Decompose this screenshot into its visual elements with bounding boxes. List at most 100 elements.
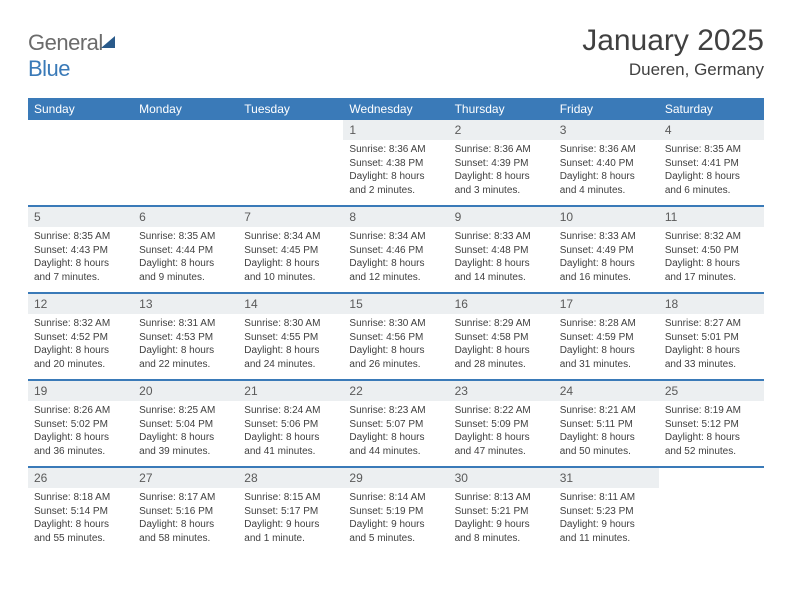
day-number: 3	[554, 120, 659, 140]
day-cell: 6Sunrise: 8:35 AMSunset: 4:44 PMDaylight…	[133, 206, 238, 293]
daylight-line1: Daylight: 8 hours	[560, 431, 653, 445]
sunset-text: Sunset: 4:40 PM	[560, 157, 653, 171]
sunrise-text: Sunrise: 8:32 AM	[34, 317, 127, 331]
daylight-line1: Daylight: 8 hours	[34, 431, 127, 445]
day-data: Sunrise: 8:35 AMSunset: 4:41 PMDaylight:…	[659, 140, 764, 205]
sunset-text: Sunset: 5:04 PM	[139, 418, 232, 432]
day-cell: 27Sunrise: 8:17 AMSunset: 5:16 PMDayligh…	[133, 467, 238, 553]
daylight-line2: and 11 minutes.	[560, 532, 653, 546]
day-data: Sunrise: 8:34 AMSunset: 4:45 PMDaylight:…	[238, 227, 343, 292]
day-data: Sunrise: 8:17 AMSunset: 5:16 PMDaylight:…	[133, 488, 238, 553]
day-number: 23	[449, 381, 554, 401]
day-cell: 8Sunrise: 8:34 AMSunset: 4:46 PMDaylight…	[343, 206, 448, 293]
daylight-line2: and 17 minutes.	[665, 271, 758, 285]
sunset-text: Sunset: 4:55 PM	[244, 331, 337, 345]
day-cell: 13Sunrise: 8:31 AMSunset: 4:53 PMDayligh…	[133, 293, 238, 380]
daylight-line1: Daylight: 9 hours	[455, 518, 548, 532]
col-tuesday: Tuesday	[238, 98, 343, 120]
daylight-line2: and 9 minutes.	[139, 271, 232, 285]
day-cell: 12Sunrise: 8:32 AMSunset: 4:52 PMDayligh…	[28, 293, 133, 380]
day-cell: 3Sunrise: 8:36 AMSunset: 4:40 PMDaylight…	[554, 120, 659, 206]
day-number: 22	[343, 381, 448, 401]
day-data: Sunrise: 8:34 AMSunset: 4:46 PMDaylight:…	[343, 227, 448, 292]
day-cell: 14Sunrise: 8:30 AMSunset: 4:55 PMDayligh…	[238, 293, 343, 380]
day-number: 7	[238, 207, 343, 227]
daylight-line1: Daylight: 8 hours	[349, 257, 442, 271]
sunset-text: Sunset: 5:11 PM	[560, 418, 653, 432]
sunrise-text: Sunrise: 8:35 AM	[34, 230, 127, 244]
sunrise-text: Sunrise: 8:30 AM	[244, 317, 337, 331]
day-data	[238, 138, 343, 194]
day-cell: 26Sunrise: 8:18 AMSunset: 5:14 PMDayligh…	[28, 467, 133, 553]
sunrise-text: Sunrise: 8:13 AM	[455, 491, 548, 505]
col-monday: Monday	[133, 98, 238, 120]
title-block: January 2025 Dueren, Germany	[582, 24, 764, 80]
sunrise-text: Sunrise: 8:31 AM	[139, 317, 232, 331]
sunset-text: Sunset: 4:43 PM	[34, 244, 127, 258]
day-data: Sunrise: 8:32 AMSunset: 4:50 PMDaylight:…	[659, 227, 764, 292]
day-data: Sunrise: 8:30 AMSunset: 4:56 PMDaylight:…	[343, 314, 448, 379]
day-number: 30	[449, 468, 554, 488]
day-cell: 17Sunrise: 8:28 AMSunset: 4:59 PMDayligh…	[554, 293, 659, 380]
col-thursday: Thursday	[449, 98, 554, 120]
sunrise-text: Sunrise: 8:33 AM	[560, 230, 653, 244]
daylight-line1: Daylight: 8 hours	[665, 170, 758, 184]
day-number: 21	[238, 381, 343, 401]
sunset-text: Sunset: 4:41 PM	[665, 157, 758, 171]
sunset-text: Sunset: 5:07 PM	[349, 418, 442, 432]
daylight-line1: Daylight: 8 hours	[560, 344, 653, 358]
day-data: Sunrise: 8:15 AMSunset: 5:17 PMDaylight:…	[238, 488, 343, 553]
daylight-line2: and 24 minutes.	[244, 358, 337, 372]
sunset-text: Sunset: 5:14 PM	[34, 505, 127, 519]
calendar-body: 1Sunrise: 8:36 AMSunset: 4:38 PMDaylight…	[28, 120, 764, 553]
daylight-line2: and 39 minutes.	[139, 445, 232, 459]
sunset-text: Sunset: 4:46 PM	[349, 244, 442, 258]
day-number: 18	[659, 294, 764, 314]
day-number: 6	[133, 207, 238, 227]
sunset-text: Sunset: 4:56 PM	[349, 331, 442, 345]
sunset-text: Sunset: 5:12 PM	[665, 418, 758, 432]
day-cell: 18Sunrise: 8:27 AMSunset: 5:01 PMDayligh…	[659, 293, 764, 380]
day-data: Sunrise: 8:22 AMSunset: 5:09 PMDaylight:…	[449, 401, 554, 466]
day-cell: 25Sunrise: 8:19 AMSunset: 5:12 PMDayligh…	[659, 380, 764, 467]
daylight-line2: and 10 minutes.	[244, 271, 337, 285]
daylight-line1: Daylight: 8 hours	[665, 257, 758, 271]
day-cell: 4Sunrise: 8:35 AMSunset: 4:41 PMDaylight…	[659, 120, 764, 206]
week-row: 19Sunrise: 8:26 AMSunset: 5:02 PMDayligh…	[28, 380, 764, 467]
daylight-line2: and 22 minutes.	[139, 358, 232, 372]
day-cell: 9Sunrise: 8:33 AMSunset: 4:48 PMDaylight…	[449, 206, 554, 293]
day-data: Sunrise: 8:26 AMSunset: 5:02 PMDaylight:…	[28, 401, 133, 466]
day-data: Sunrise: 8:14 AMSunset: 5:19 PMDaylight:…	[343, 488, 448, 553]
day-number: 4	[659, 120, 764, 140]
brand-part2: Blue	[28, 56, 70, 81]
day-data: Sunrise: 8:31 AMSunset: 4:53 PMDaylight:…	[133, 314, 238, 379]
brand-name: General Blue	[28, 30, 115, 82]
sunrise-text: Sunrise: 8:29 AM	[455, 317, 548, 331]
sunset-text: Sunset: 4:53 PM	[139, 331, 232, 345]
header: General Blue January 2025 Dueren, German…	[28, 24, 764, 82]
sunset-text: Sunset: 4:48 PM	[455, 244, 548, 258]
day-data: Sunrise: 8:18 AMSunset: 5:14 PMDaylight:…	[28, 488, 133, 553]
sunset-text: Sunset: 4:50 PM	[665, 244, 758, 258]
sunrise-text: Sunrise: 8:27 AM	[665, 317, 758, 331]
day-data: Sunrise: 8:21 AMSunset: 5:11 PMDaylight:…	[554, 401, 659, 466]
day-number	[238, 120, 343, 138]
day-cell: 28Sunrise: 8:15 AMSunset: 5:17 PMDayligh…	[238, 467, 343, 553]
daylight-line2: and 1 minute.	[244, 532, 337, 546]
sunset-text: Sunset: 4:52 PM	[34, 331, 127, 345]
day-cell: 7Sunrise: 8:34 AMSunset: 4:45 PMDaylight…	[238, 206, 343, 293]
sunset-text: Sunset: 4:59 PM	[560, 331, 653, 345]
daylight-line2: and 16 minutes.	[560, 271, 653, 285]
day-data	[28, 138, 133, 194]
sunrise-text: Sunrise: 8:26 AM	[34, 404, 127, 418]
daylight-line2: and 3 minutes.	[455, 184, 548, 198]
day-cell: 16Sunrise: 8:29 AMSunset: 4:58 PMDayligh…	[449, 293, 554, 380]
daylight-line1: Daylight: 9 hours	[244, 518, 337, 532]
daylight-line2: and 28 minutes.	[455, 358, 548, 372]
daylight-line2: and 52 minutes.	[665, 445, 758, 459]
daylight-line2: and 50 minutes.	[560, 445, 653, 459]
day-cell: 1Sunrise: 8:36 AMSunset: 4:38 PMDaylight…	[343, 120, 448, 206]
daylight-line2: and 4 minutes.	[560, 184, 653, 198]
week-row: 26Sunrise: 8:18 AMSunset: 5:14 PMDayligh…	[28, 467, 764, 553]
sunrise-text: Sunrise: 8:21 AM	[560, 404, 653, 418]
